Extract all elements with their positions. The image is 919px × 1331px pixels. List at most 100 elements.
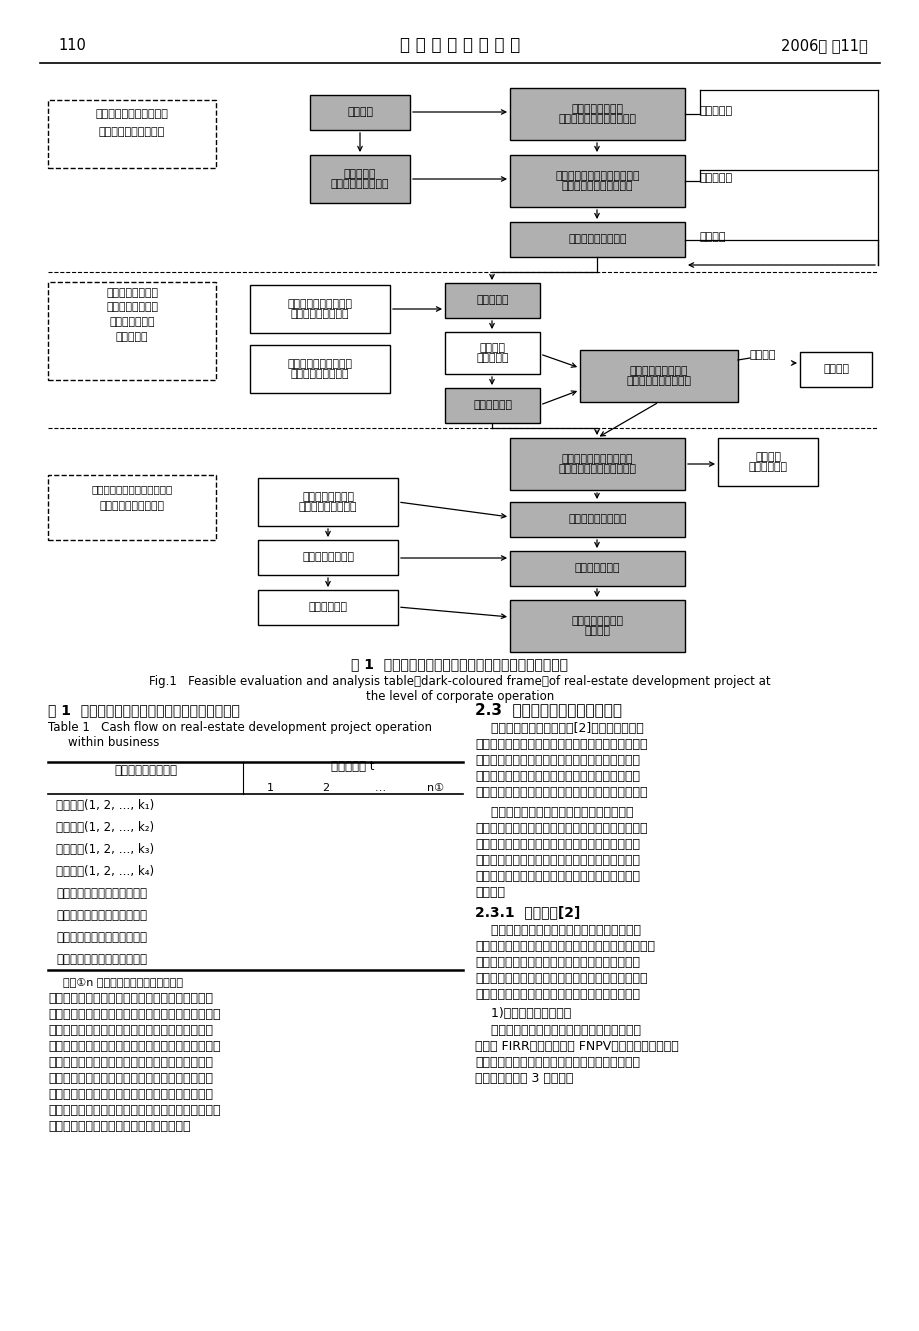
Text: 项目开发、建设: 项目开发、建设 (574, 563, 619, 574)
Bar (250, 345, 390, 393)
Text: 项目融资实施方案: 项目融资实施方案 (301, 552, 354, 563)
Text: 营销、资金筹措方案: 营销、资金筹措方案 (290, 309, 349, 319)
Bar (48, 100, 216, 168)
Text: 步判断企业未来的资金运作能力能否承载该拟竞拍: 步判断企业未来的资金运作能力能否承载该拟竞拍 (48, 1055, 213, 1069)
Text: 在建项目(1, 2, …, k₁): 在建项目(1, 2, …, k₁) (56, 799, 154, 812)
Text: 在假设已取得拟竞拍项目土地使用权的前提: 在假设已取得拟竞拍项目土地使用权的前提 (474, 807, 633, 819)
Text: 收益率 FIRR、财务净现值 FNPV、投资回收期、投资: 收益率 FIRR、财务净现值 FNPV、投资回收期、投资 (474, 1040, 678, 1053)
Text: 的财务盈利能力、清偿能力和资金平衡情况分析。: 的财务盈利能力、清偿能力和资金平衡情况分析。 (474, 988, 640, 1001)
Text: 拟竞拍项目决策财务基准状态: 拟竞拍项目决策财务基准状态 (56, 886, 147, 900)
Text: 与预测、项目策划、投资、成本与费用估算，收入估算: 与预测、项目策划、投资、成本与费用估算，收入估算 (474, 940, 654, 953)
Text: 现金流分析: 现金流分析 (476, 353, 508, 363)
Text: 项目土地使用权竞拍）: 项目土地使用权竞拍） (626, 375, 691, 386)
Text: （企业内部运作环境分析）: （企业内部运作环境分析） (558, 114, 636, 124)
Text: 分析、投资决策分析: 分析、投资决策分析 (290, 369, 349, 379)
Text: 图 1  企业运作层次房地产开发项目可行性评价分析框图: 图 1 企业运作层次房地产开发项目可行性评价分析框图 (351, 658, 568, 671)
Text: （项目实际操作分析）: （项目实际操作分析） (99, 500, 165, 511)
Text: 房地产开发项目财务评价是在房地产市场调查: 房地产开发项目财务评价是在房地产市场调查 (474, 924, 641, 937)
Bar (509, 502, 685, 536)
Text: 拟定需参加竞拍项目: 拟定需参加竞拍项目 (568, 234, 626, 245)
Text: （方式比较、选择）: （方式比较、选择） (299, 502, 357, 512)
Text: （预测项目现金流）: （预测项目现金流） (331, 178, 389, 189)
Bar (48, 282, 216, 379)
Text: 素，结合经济评价中的不确定性分析综合分析确定。: 素，结合经济评价中的不确定性分析综合分析确定。 (474, 787, 647, 799)
Text: 无投资能力: 无投资能力 (699, 106, 732, 116)
Text: 确定土地使用权: 确定土地使用权 (109, 317, 154, 327)
Bar (509, 222, 685, 257)
Text: within business: within business (68, 736, 159, 749)
Text: 项目决策: 项目决策 (479, 343, 505, 353)
Text: 与资金筹措等基本资料和数据的基础上，通过编制: 与资金筹措等基本资料和数据的基础上，通过编制 (474, 956, 640, 969)
Text: 利润率和资本金利润率。就决策阶段的可行性评价: 利润率和资本金利润率。就决策阶段的可行性评价 (474, 1055, 640, 1069)
Text: 项目经济评价（项: 项目经济评价（项 (106, 287, 158, 298)
Text: 储备项目(1, 2, …, k₄): 储备项目(1, 2, …, k₄) (56, 865, 154, 878)
Text: 1: 1 (267, 783, 274, 793)
Text: 发展布局和拟开发项目土地使用权的招标拍卖挂牌: 发展布局和拟开发项目土地使用权的招标拍卖挂牌 (48, 1087, 213, 1101)
Bar (509, 88, 685, 140)
Text: （项目投资机会分析）: （项目投资机会分析） (98, 126, 165, 137)
Text: 可行性研究: 可行性研究 (344, 169, 376, 180)
Text: 项目跟踪: 项目跟踪 (346, 108, 372, 117)
Text: 项目建成、营销、: 项目建成、营销、 (571, 616, 623, 626)
Text: 下，根据企业已有开发、建设和营销经验，参考现行: 下，根据企业已有开发、建设和营销经验，参考现行 (474, 823, 647, 835)
Text: 策现金流分析，进行拟竞拍房地产开发项目的经济: 策现金流分析，进行拟竞拍房地产开发项目的经济 (474, 855, 640, 866)
Text: （企业运作现状基础现金流）: （企业运作现状基础现金流） (56, 909, 147, 922)
Text: 竞价失败: 竞价失败 (749, 350, 776, 359)
Bar (579, 350, 737, 402)
Text: 资金返还: 资金返还 (584, 626, 610, 636)
Text: 竞标方案）: 竞标方案） (116, 331, 148, 342)
Text: （跟踪项目第一轮比选）: （跟踪项目第一轮比选） (562, 181, 632, 190)
Text: 拟定项目开发、建设、: 拟定项目开发、建设、 (287, 299, 352, 309)
Text: 2.3  房地产开发项目的经济评价: 2.3 房地产开发项目的经济评价 (474, 701, 621, 717)
Text: 项目情况及决策状态: 项目情况及决策状态 (114, 764, 176, 777)
Text: 用权投标竞价特点、竞标对手的综合实力等多种因: 用权投标竞价特点、竞标对手的综合实力等多种因 (474, 771, 640, 783)
Text: …: … (375, 783, 386, 793)
Bar (509, 551, 685, 586)
Text: 已售项目(1, 2, …, k₃): 已售项目(1, 2, …, k₃) (56, 843, 154, 856)
Text: 放弃项目: 放弃项目 (823, 365, 848, 374)
Text: 项目融资助分析及实施预评估: 项目融资助分析及实施预评估 (91, 484, 173, 494)
Bar (250, 285, 390, 333)
Bar (48, 475, 216, 540)
Text: 2006年 第11卷: 2006年 第11卷 (780, 39, 867, 53)
Bar (257, 540, 398, 575)
Text: （选择时机）: （选择时机） (748, 462, 787, 473)
Bar (257, 590, 398, 626)
Text: 无投资能力: 无投资能力 (699, 173, 732, 182)
Text: Table 1   Cash flow on real-estate development project operation: Table 1 Cash flow on real-estate develop… (48, 721, 432, 733)
Text: 而言，主要是前 3 项指标。: 而言，主要是前 3 项指标。 (474, 1071, 573, 1085)
Text: 表 1  企业内部房地产开发项目运作情况现金流量: 表 1 企业内部房地产开发项目运作情况现金流量 (48, 703, 240, 717)
Text: 发项目的确定）。首先对拟竞拍项目进行可行性研: 发项目的确定）。首先对拟竞拍项目进行可行性研 (48, 992, 213, 1005)
Bar (445, 284, 539, 318)
Text: 项目储备: 项目储备 (754, 453, 780, 462)
Bar (509, 600, 685, 652)
Text: 2.3.1  财务评价[2]: 2.3.1 财务评价[2] (474, 905, 580, 918)
Bar (800, 351, 871, 387)
Text: 预售项目(1, 2, …, k₂): 预售项目(1, 2, …, k₂) (56, 821, 154, 835)
Text: 项目可行性研究、风险: 项目可行性研究、风险 (287, 359, 352, 369)
Text: 目投资决策分析、: 目投资决策分析、 (106, 302, 158, 311)
Text: 房地产开发项目经济评价方法，通过拟竞拍项目决: 房地产开发项目经济评价方法，通过拟竞拍项目决 (474, 839, 640, 851)
Text: the level of corporate operation: the level of corporate operation (366, 689, 553, 703)
Text: 企业项目投资预决策现流分析: 企业项目投资预决策现流分析 (555, 172, 639, 181)
Text: 企业投资能力分析: 企业投资能力分析 (571, 104, 623, 114)
Text: 出让时间，以及相关竞争对手情况，在企业跟踪的众: 出让时间，以及相关竞争对手情况，在企业跟踪的众 (48, 1103, 221, 1117)
Text: 评价，论证分析项目土地使用权竞标及项目投资决: 评价，论证分析项目土地使用权竞标及项目投资决 (474, 870, 640, 882)
Text: 房地产开发项目经济评价[2]主要分析项目的: 房地产开发项目经济评价[2]主要分析项目的 (474, 721, 643, 735)
Text: 项目融资实施: 项目融资实施 (308, 603, 347, 612)
Text: 加入拟竞拍项目后的决策状态: 加入拟竞拍项目后的决策状态 (56, 953, 147, 966)
Text: 110: 110 (58, 39, 85, 53)
Text: 2: 2 (322, 783, 329, 793)
Text: n①: n① (426, 783, 444, 793)
Text: 究，形成拟竞拍项目现金流，加入到企业运作现状基: 究，形成拟竞拍项目现金流，加入到企业运作现状基 (48, 1008, 221, 1021)
Text: 投资决策取得项目开发权: 投资决策取得项目开发权 (562, 454, 632, 465)
Text: 策方案。: 策方案。 (474, 886, 505, 898)
Text: 基本财务报表，计算财务评价指标，进行房地产项目: 基本财务报表，计算财务评价指标，进行房地产项目 (474, 972, 647, 985)
Text: 务可行性。其土地竞价方案的确定需要根据土地使: 务可行性。其土地竞价方案的确定需要根据土地使 (474, 753, 640, 767)
Text: 注：①n 为开发期与经营期期数之和。: 注：①n 为开发期与经营期期数之和。 (62, 977, 183, 988)
Text: 础现金流后，形成拟竞拍项目的决策现金流。再对: 础现金流后，形成拟竞拍项目的决策现金流。再对 (48, 1024, 213, 1037)
Text: 拆迁整理及前期工作: 拆迁整理及前期工作 (568, 515, 626, 524)
Text: 项目跟踪及投资能力分析: 项目跟踪及投资能力分析 (96, 109, 168, 118)
Text: 1)财务盈利能力分析。: 1)财务盈利能力分析。 (474, 1008, 571, 1020)
Text: 拟竞拍项目决策财务基准状态: 拟竞拍项目决策财务基准状态 (56, 930, 147, 944)
